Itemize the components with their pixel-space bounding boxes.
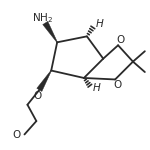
Polygon shape (37, 70, 51, 91)
Text: O: O (113, 80, 122, 90)
Text: NH$_2$: NH$_2$ (33, 11, 54, 25)
Polygon shape (43, 21, 57, 42)
Text: O: O (116, 35, 124, 45)
Text: H: H (93, 83, 100, 93)
Text: H: H (96, 20, 103, 29)
Text: O: O (33, 90, 41, 101)
Text: O: O (12, 130, 20, 140)
